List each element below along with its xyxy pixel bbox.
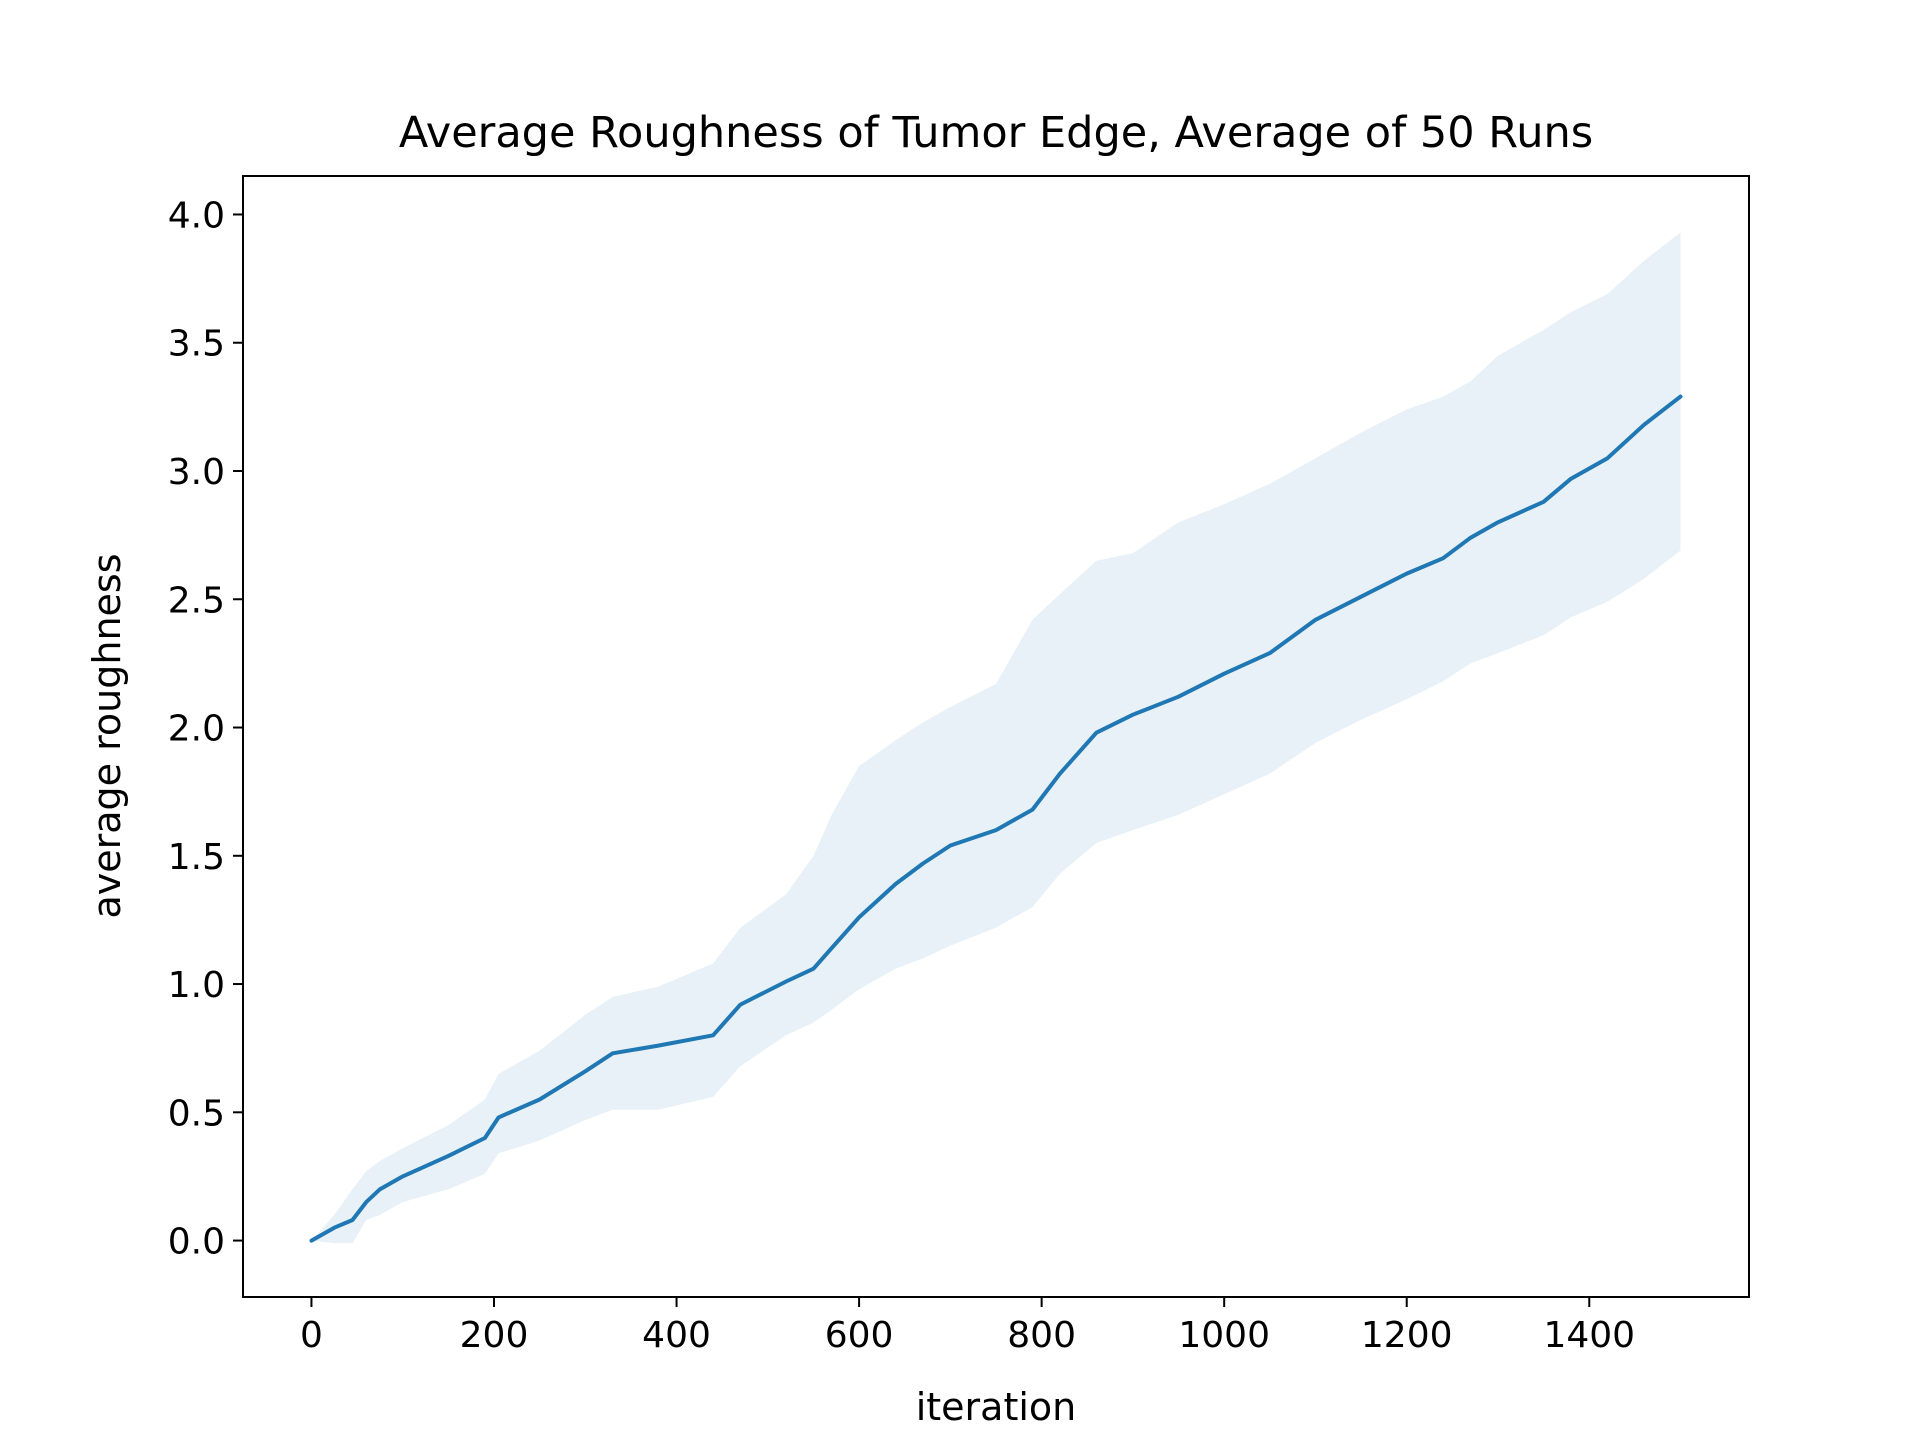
y-tick-label: 3.0 (168, 452, 225, 493)
mean-roughness-line (309, 394, 1683, 1243)
y-tick-label: 1.5 (168, 837, 225, 878)
x-axis-label: iteration (916, 1385, 1077, 1429)
y-tick-label: 2.5 (168, 580, 225, 621)
y-tick-label: 0.0 (168, 1222, 225, 1263)
confidence-band (311, 232, 1681, 1244)
y-axis-label: average roughness (85, 553, 129, 918)
x-tick-label: 200 (460, 1315, 529, 1356)
x-tick-label: 1000 (1178, 1315, 1270, 1356)
y-tick-label: 0.5 (168, 1093, 225, 1134)
y-tick-label: 4.0 (168, 195, 225, 236)
x-axis-ticks: 0 200 400 600 800 1000 1200 1400 (300, 1297, 1635, 1356)
x-tick-label: 0 (300, 1315, 323, 1356)
chart-title: Average Roughness of Tumor Edge, Average… (399, 108, 1593, 158)
x-tick-label: 800 (1007, 1315, 1076, 1356)
y-axis-ticks: 0.0 0.5 1.0 1.5 2.0 2.5 3.0 3.5 4.0 (168, 195, 243, 1263)
y-tick-label: 3.5 (168, 324, 225, 365)
axes-frame (242, 175, 1750, 1298)
x-tick-label: 600 (825, 1315, 894, 1356)
y-tick-label: 2.0 (168, 709, 225, 750)
plot-area (309, 232, 1683, 1244)
x-tick-label: 1200 (1361, 1315, 1453, 1356)
x-tick-label: 400 (642, 1315, 711, 1356)
x-tick-label: 1400 (1543, 1315, 1635, 1356)
y-tick-label: 1.0 (168, 965, 225, 1006)
